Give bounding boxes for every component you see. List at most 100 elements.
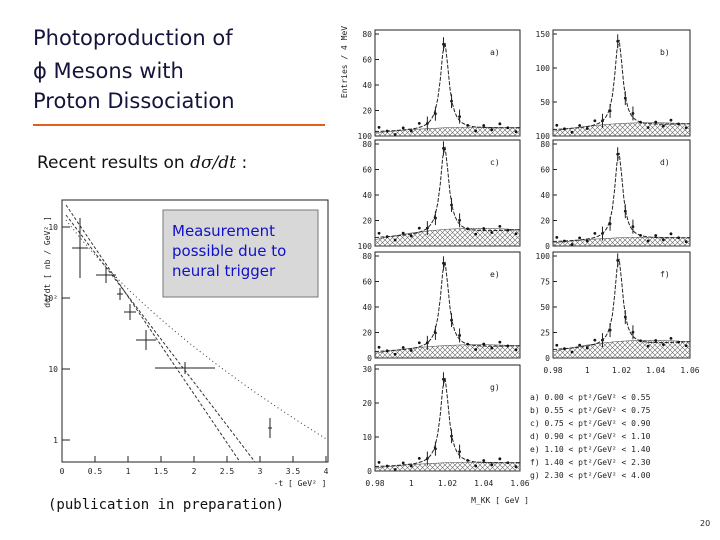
panel-frame [374, 364, 521, 472]
y-tick-label: 80 [362, 140, 372, 149]
x-tick-label: 1 [585, 366, 590, 375]
y-tick-label: 40 [362, 81, 372, 90]
point [490, 231, 494, 234]
point [490, 128, 494, 132]
point [669, 232, 673, 236]
y-tick-label: 0 [545, 242, 550, 251]
x-tick-label: 0.98 [543, 366, 562, 375]
subtitle-colon: : [241, 153, 247, 173]
point [677, 340, 680, 344]
point [482, 124, 486, 127]
point [409, 234, 413, 238]
y-tick-label: 40 [362, 191, 372, 200]
point [684, 240, 688, 244]
point [639, 233, 642, 237]
point [377, 231, 381, 235]
panel-label: d) [660, 158, 670, 167]
background-hatch [374, 461, 521, 472]
point [393, 238, 397, 242]
point [639, 120, 642, 124]
x-tick-label: 2.5 [220, 467, 235, 476]
y-axis-label: Entries / 4 MeV [340, 26, 349, 98]
y-tick-label: 1 [53, 436, 58, 445]
x-tick-label: 1.5 [154, 467, 169, 476]
panel-label: e) [490, 270, 500, 279]
point [466, 123, 470, 127]
x-tick-label: 0.98 [365, 479, 384, 488]
x-tick-label: 1.06 [510, 479, 529, 488]
y-tick-label: 80 [540, 140, 550, 149]
point [474, 232, 478, 236]
title-line: Proton Dissociation [33, 89, 235, 113]
panel-label: b) [660, 48, 670, 57]
y-tick-label: 20 [362, 399, 372, 408]
point [474, 129, 478, 133]
point [417, 226, 421, 230]
legend-row: f) 1.40 < pt²/GeV² < 2.30 [530, 458, 651, 467]
y-tick-label: 20 [362, 107, 372, 116]
x-tick-label: 0 [60, 467, 65, 476]
title-line: ϕ Mesons with [33, 59, 184, 83]
point [570, 350, 574, 354]
point [466, 342, 470, 346]
point [578, 236, 582, 240]
panel-label: f) [660, 270, 670, 279]
point [585, 346, 589, 350]
y-tick-label: 20 [540, 217, 550, 226]
callout-box [162, 209, 319, 298]
point [506, 344, 510, 348]
point [385, 464, 389, 468]
peak-fit [552, 152, 690, 242]
y-tick-label: 30 [362, 365, 372, 374]
point [654, 339, 658, 342]
point [409, 349, 413, 352]
legend-row: g) 2.30 < pt²/GeV² < 4.00 [530, 471, 651, 480]
background-hatch [374, 227, 521, 247]
y-tick-label: 60 [362, 56, 372, 65]
y-tick-label: 60 [362, 278, 372, 287]
page-number: 20 [700, 519, 710, 528]
panel-frame [552, 139, 691, 247]
point [393, 133, 397, 136]
y-tick-label: 150 [536, 30, 551, 39]
point [417, 341, 421, 345]
x-tick-label: 3.5 [286, 467, 301, 476]
point [555, 343, 559, 347]
fit-curve [65, 204, 241, 463]
y-tick-label: 75 [540, 278, 550, 287]
point [646, 239, 650, 243]
panel-label: a) [490, 48, 500, 57]
point [401, 126, 405, 130]
y-tick-label: 20 [362, 329, 372, 338]
x-tick-label: 1.04 [646, 366, 665, 375]
point [490, 346, 494, 350]
point [585, 239, 589, 243]
y-tick-label: 50 [540, 303, 550, 312]
point [646, 126, 650, 129]
point [474, 348, 478, 351]
point [409, 129, 413, 133]
point [482, 459, 486, 462]
point [585, 127, 589, 130]
point [661, 343, 665, 346]
point [669, 118, 673, 122]
point [393, 468, 397, 471]
y-tick-label: 50 [540, 98, 550, 107]
point [570, 243, 574, 246]
subtitle-text: Recent results on [37, 153, 185, 173]
point [377, 345, 381, 349]
y-tick-label: 10 [362, 433, 372, 442]
point [401, 346, 405, 349]
point [563, 127, 566, 131]
y-tick-label: 60 [540, 166, 550, 175]
y-tick-label: 40 [362, 303, 372, 312]
y-tick-label: 10 [48, 365, 58, 374]
right-plots: a)80604020100b)15010050100c)80604020100d… [340, 26, 700, 505]
y-tick-label: 20 [362, 217, 372, 226]
point [555, 123, 559, 127]
point [393, 352, 397, 356]
point [578, 343, 582, 347]
point [570, 130, 574, 134]
panel-frame [552, 29, 691, 137]
point [401, 231, 405, 235]
